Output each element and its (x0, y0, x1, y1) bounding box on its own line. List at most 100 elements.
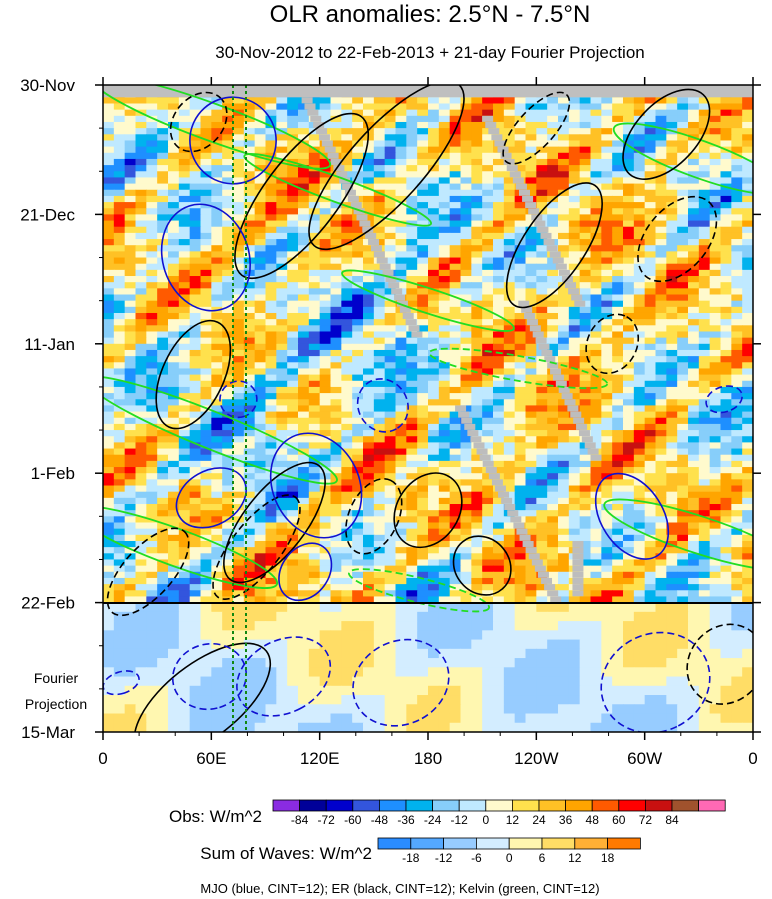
waves-colorbar: -18 -12 -6 0 6 12 18 (377, 837, 641, 865)
obs-colorbar-swatch-16 (698, 799, 726, 812)
waves-colorbar-level-2: -6 (471, 851, 482, 865)
olr-anomaly-field (103, 85, 753, 603)
waves-colorbar-swatch-1 (410, 837, 444, 850)
obs-colorbar-swatch-15 (671, 799, 700, 812)
waves-colorbar-level-4: 6 (539, 851, 546, 865)
mjo-contour-4 (175, 467, 247, 529)
er-contour-2 (308, 85, 465, 251)
obs-colorbar-swatch-10 (538, 799, 567, 812)
obs-colorbar-level-2: -60 (344, 813, 362, 827)
kelvin-contour-6 (341, 269, 515, 332)
kelvin-contour-7 (428, 347, 609, 390)
obs-colorbar-level-12: 60 (612, 813, 626, 827)
mjo-contour-7 (356, 378, 409, 433)
er-contour-7 (622, 88, 711, 180)
obs-colorbar-level-5: -24 (424, 813, 442, 827)
mjo-contour-1 (189, 96, 277, 185)
mjo-contour-13 (600, 631, 711, 732)
kelvin-contour-5 (612, 122, 753, 196)
kelvin-contour-9 (243, 153, 433, 227)
obs-colorbar-swatch-2 (325, 799, 354, 812)
x-tick-label-3: 180 (414, 749, 442, 768)
kelvin-contour-4 (603, 498, 753, 572)
er-contour-4 (223, 461, 326, 584)
y-tick-label-5: 15-Mar (21, 723, 75, 742)
er-contour-6 (505, 182, 603, 309)
axes: 0 60E 120E 180 120W 60W 0 30-Nov 21-Dec 11-Jan 1-F… (20, 76, 761, 768)
mjo-contour-3 (269, 432, 363, 539)
mjo-contour-8 (219, 380, 258, 419)
er-contour-12 (212, 494, 301, 600)
waves-colorbar-swatch-4 (508, 837, 543, 850)
mjo-contour-5 (278, 542, 333, 602)
kelvin-contour-8 (347, 568, 491, 613)
kelvin-contour-3 (103, 505, 279, 589)
x-tick-label-0: 0 (98, 749, 107, 768)
y-tick-label-3: 1-Feb (31, 464, 75, 483)
obs-colorbar-level-11: 48 (586, 813, 600, 827)
waves-colorbar-level-5: 12 (568, 851, 582, 865)
mjo-contour-11 (236, 636, 332, 717)
obs-colorbar-level-13: 72 (639, 813, 653, 827)
obs-colorbar-swatch-9 (512, 799, 540, 812)
missing-top-band (103, 85, 753, 98)
y-tick-label-0: 30-Nov (20, 76, 75, 95)
obs-colorbar-level-1: -72 (318, 813, 336, 827)
obs-colorbar-swatch-3 (352, 799, 380, 812)
mjo-contour-12 (352, 638, 450, 727)
obs-colorbar-level-4: -36 (397, 813, 415, 827)
er-contour-8 (133, 642, 272, 732)
waves-colorbar-swatch-5 (541, 837, 576, 850)
obs-colorbar-level-14: 84 (665, 813, 679, 827)
x-tick-label-5: 60W (627, 749, 662, 768)
obs-colorbar-swatch-6 (432, 799, 460, 812)
y-tick-label-2: 11-Jan (24, 335, 75, 354)
er-contour-15 (686, 623, 753, 705)
obs-colorbar-swatch-13 (618, 799, 646, 812)
obs-colorbar-level-6: -12 (451, 813, 469, 827)
er-contour-16 (637, 195, 718, 283)
er-contour-10 (502, 91, 571, 165)
mjo-contour-14 (705, 385, 743, 414)
er-contour-14 (585, 313, 640, 375)
y-tick-label-4: 22-Feb (21, 594, 75, 613)
fourier-projection-field (103, 603, 753, 732)
waves-colorbar-swatch-6 (574, 837, 608, 850)
waves-colorbar-swatch-3 (475, 837, 510, 850)
er-contour-5 (452, 535, 512, 596)
missing-band (301, 97, 313, 104)
obs-colorbar: -84 -72 -60 -48 -36 -24 -12 0 12 24 36 48 60 72 84 (272, 799, 726, 827)
er-contour-1 (234, 112, 370, 280)
obs-colorbar-level-9: 24 (532, 813, 546, 827)
er-contour-3 (155, 319, 232, 430)
obs-colorbar-swatch-0 (272, 799, 301, 812)
obs-colorbar-swatch-1 (299, 799, 327, 812)
waves-colorbar-level-3: 0 (506, 851, 513, 865)
x-tick-label-2: 120E (300, 749, 340, 768)
x-tick-label-1: 60E (196, 749, 226, 768)
er-contour-11 (169, 91, 228, 153)
er-contour-9 (393, 472, 463, 549)
x-tick-label-6: 0 (748, 749, 757, 768)
mjo-contour-2 (160, 203, 251, 312)
mjo-contour-10 (171, 642, 248, 711)
obs-colorbar-swatch-11 (565, 799, 593, 812)
chart-subtitle: 30-Nov-2012 to 22-Feb-2013 + 21-day Four… (215, 43, 645, 62)
waves-colorbar-level-1: -12 (435, 851, 453, 865)
kelvin-contour-1 (103, 85, 332, 170)
waves-colorbar-level-0: -18 (402, 851, 420, 865)
obs-colorbar-swatch-8 (485, 799, 513, 812)
obs-colorbar-level-8: 12 (506, 813, 520, 827)
contour-footnote: MJO (blue, CINT=12); ER (black, CINT=12)… (200, 881, 599, 896)
chart-title: OLR anomalies: 2.5°N - 7.5°N (270, 1, 591, 28)
er-contour-13 (345, 478, 403, 555)
obs-colorbar-swatch-4 (378, 799, 407, 812)
obs-colorbar-swatch-7 (458, 799, 487, 812)
kelvin-contour-2 (103, 375, 338, 485)
er-contour-17 (106, 527, 190, 617)
wave-contours (103, 85, 753, 732)
obs-colorbar-label: Obs: W/m^2 (169, 807, 262, 826)
obs-colorbar-level-0: -84 (291, 813, 309, 827)
obs-colorbar-level-10: 36 (559, 813, 573, 827)
